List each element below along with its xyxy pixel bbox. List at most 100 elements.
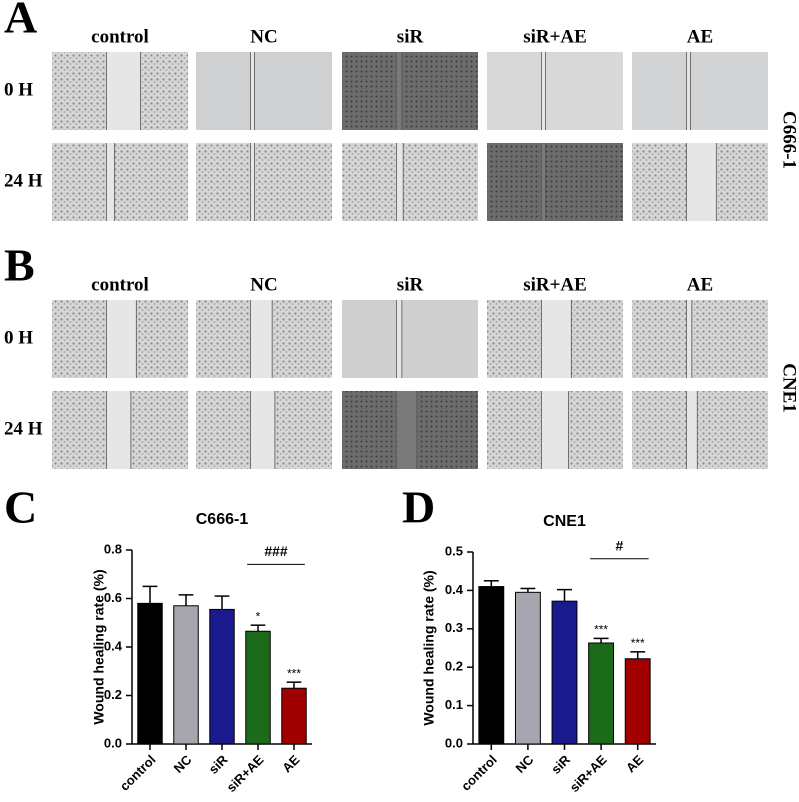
micrograph [196,52,332,130]
bar [588,642,615,745]
error-bar [250,624,266,632]
bar [173,605,199,745]
micrograph-image [632,300,768,378]
micrograph [52,300,188,378]
row-label: 24 H [4,418,43,439]
micrograph [487,143,623,221]
scratch-gap [541,52,546,130]
micrograph-image [632,52,768,130]
panel-letter: D [402,482,435,533]
x-tick-label: control [117,752,159,794]
cell-line-label: C666-1 [779,111,799,169]
chart-title: CNE1 [543,513,586,530]
micrograph-image [632,391,768,469]
micrograph-image [342,300,478,378]
significance-label: * [256,609,261,623]
scratch-gap [396,52,402,130]
column-label: siR+AE [523,274,587,295]
micrograph [342,391,478,469]
column-label: NC [250,274,277,295]
comparison-label: ### [264,543,288,559]
x-tick-label: siR+AE [567,752,610,795]
micrograph [632,52,768,130]
error-bar [214,595,230,610]
y-tick-label: 0.2 [104,687,122,702]
micrograph [487,52,623,130]
micrograph-image [196,52,332,130]
row-label: 0 H [4,79,33,100]
micrograph-image [487,52,623,130]
micrograph [487,391,623,469]
column-label: AE [687,274,713,295]
scratch-gap [106,52,141,130]
y-tick-label: 0.0 [445,735,463,750]
micrograph [196,300,332,378]
bar [245,630,271,745]
x-tick-label: AE [279,752,303,776]
y-tick-label: 0.3 [445,620,463,635]
micrograph-image [52,143,188,221]
scratch-gap [250,52,255,130]
scratch-gap [686,52,691,130]
error-bar [483,580,499,587]
error-bar [557,588,572,602]
micrograph [342,143,478,221]
y-tick-label: 0.5 [445,543,463,558]
y-tick-label: 0.0 [104,735,122,750]
scratch-gap [396,143,404,221]
micrograph [632,300,768,378]
bar [478,586,505,745]
column-label: siR [397,26,424,47]
x-tick-label: NC [513,752,537,776]
bar [514,591,541,745]
scratch-gap [541,300,572,378]
x-tick-label: siR+AE [223,752,266,795]
panel-letter: A [4,0,37,43]
scratch-gap [250,143,255,221]
x-tick-label: control [458,752,500,794]
error-bar [178,594,194,606]
micrograph-image [342,52,478,130]
significance-label: *** [287,666,301,680]
scratch-gap [106,143,115,221]
y-tick-label: 0.6 [104,590,122,605]
micrograph-image [342,143,478,221]
bar [551,600,578,745]
scratch-gap [541,391,569,469]
row-label: 0 H [4,327,33,348]
comparison-label: # [616,538,624,554]
y-tick-label: 0.2 [445,659,463,674]
y-tick-label: 0.1 [445,697,463,712]
bar [281,687,307,745]
bar [624,658,651,745]
column-label: siR+AE [523,26,587,47]
micrograph [196,391,332,469]
micrograph [342,52,478,130]
bar [137,602,163,745]
micrograph-image [487,143,623,221]
scratch-gap [106,300,137,378]
column-label: NC [250,26,277,47]
x-tick-label: siR [548,752,573,777]
y-axis-label: Wound healing rate (%) [91,569,107,724]
column-label: siR [397,274,424,295]
scratch-gap [686,143,717,221]
micrograph-image [196,143,332,221]
bar [209,608,235,745]
y-tick-label: 0.4 [445,582,464,597]
column-label: AE [687,26,713,47]
scratch-gap [541,143,546,221]
x-tick-label: NC [171,752,195,776]
panel-letter: C [4,482,37,533]
chart-title: C666-1 [196,511,249,528]
micrograph [196,143,332,221]
y-tick-label: 0.4 [104,638,123,653]
micrograph [632,143,768,221]
scratch-gap [250,391,275,469]
significance-label: *** [594,623,608,637]
y-tick-label: 0.8 [104,541,122,556]
cell-line-label: CNE1 [779,363,799,413]
micrograph [52,143,188,221]
